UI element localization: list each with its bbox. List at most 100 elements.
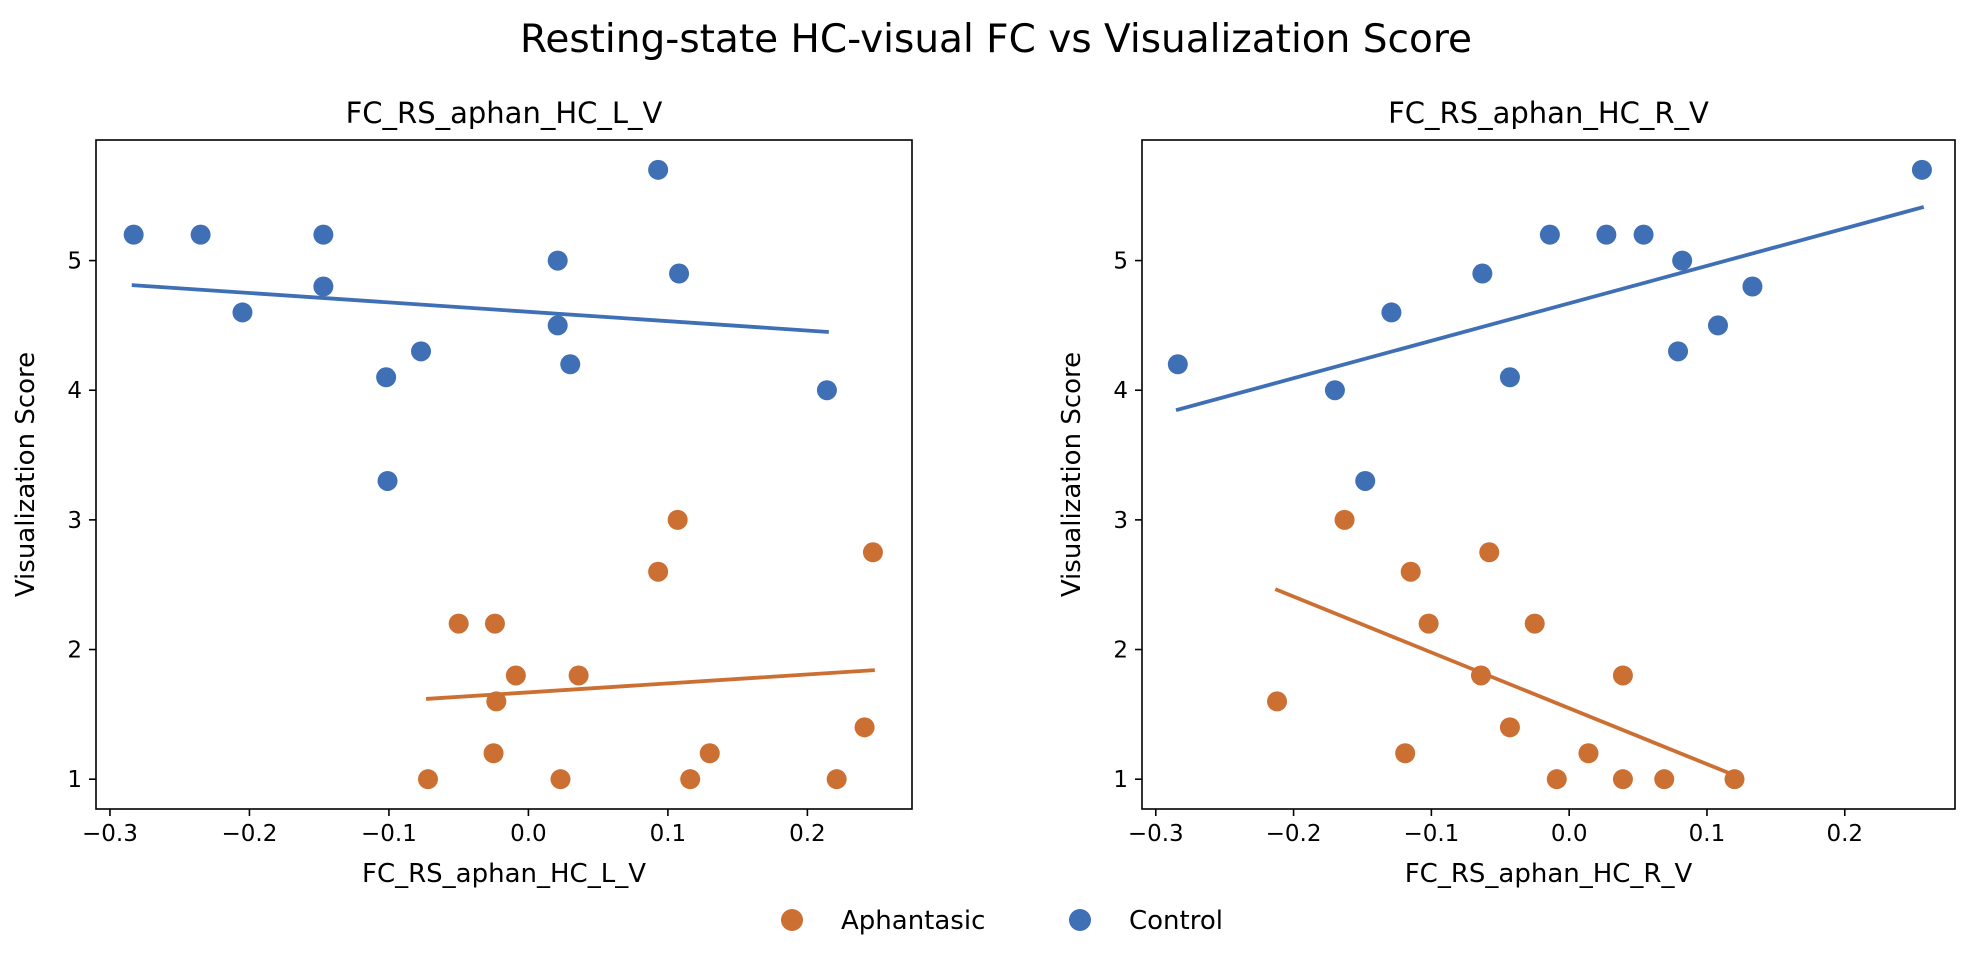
point-control-left bbox=[232, 302, 253, 323]
fit-line-aphantasic-right bbox=[1274, 587, 1737, 778]
y-tick-label-right: 4 bbox=[1113, 378, 1128, 404]
x-tick-label-right: −0.2 bbox=[1266, 821, 1322, 847]
legend-marker-control bbox=[1069, 909, 1091, 931]
point-aphantasic-right bbox=[1654, 769, 1675, 790]
x-axis-label-right: FC_RS_aphan_HC_R_V bbox=[1405, 859, 1693, 889]
point-control-left bbox=[547, 315, 568, 336]
point-aphantasic-right bbox=[1400, 561, 1421, 582]
point-control-left bbox=[547, 250, 568, 271]
x-tick-label-left: −0.1 bbox=[361, 821, 417, 847]
point-control-left bbox=[376, 367, 397, 388]
y-tick-label-left: 2 bbox=[67, 638, 82, 664]
point-control-left bbox=[411, 341, 432, 362]
point-aphantasic-right bbox=[1395, 743, 1416, 764]
point-aphantasic-left bbox=[448, 613, 469, 634]
point-control-right bbox=[1499, 367, 1520, 388]
point-control-left bbox=[123, 224, 144, 245]
point-aphantasic-left bbox=[862, 542, 883, 563]
legend-marker-aphantasic bbox=[781, 909, 803, 931]
point-aphantasic-right bbox=[1479, 542, 1500, 563]
point-control-right bbox=[1472, 263, 1493, 284]
y-tick-label-right: 2 bbox=[1113, 638, 1128, 664]
point-aphantasic-left bbox=[483, 743, 504, 764]
fit-line-control-left bbox=[131, 283, 829, 334]
point-aphantasic-right bbox=[1334, 509, 1355, 530]
point-control-right bbox=[1324, 380, 1345, 401]
point-control-left bbox=[560, 354, 581, 375]
point-control-left bbox=[313, 224, 334, 245]
legend-label-control: Control bbox=[1129, 906, 1223, 936]
y-tick-label-right: 5 bbox=[1113, 249, 1128, 275]
panel-title-right: FC_RS_aphan_HC_R_V bbox=[1388, 96, 1709, 130]
point-aphantasic-left bbox=[568, 665, 589, 686]
y-tick-label-left: 3 bbox=[67, 508, 82, 534]
point-aphantasic-left bbox=[680, 769, 701, 790]
point-aphantasic-right bbox=[1470, 665, 1491, 686]
point-aphantasic-right bbox=[1524, 613, 1545, 634]
point-aphantasic-left bbox=[505, 665, 526, 686]
x-tick-label-left: 0.0 bbox=[510, 821, 547, 847]
point-control-right bbox=[1742, 276, 1763, 297]
point-control-left bbox=[377, 470, 398, 491]
x-tick-label-left: −0.2 bbox=[222, 821, 278, 847]
point-aphantasic-right bbox=[1612, 665, 1633, 686]
point-aphantasic-right bbox=[1499, 717, 1520, 738]
x-tick-label-left: 0.1 bbox=[650, 821, 687, 847]
point-control-left bbox=[190, 224, 211, 245]
y-axis-label-left: Visualization Score bbox=[11, 352, 41, 597]
scatter-panel-right: FC_RS_aphan_HC_R_V −0.3 −0.2 −0.1 0.0 0.1 0.2 1… bbox=[1057, 96, 1956, 889]
legend: Aphantasic Control bbox=[781, 906, 1223, 936]
y-tick-label-right: 1 bbox=[1113, 767, 1128, 793]
panel-title-left: FC_RS_aphan_HC_L_V bbox=[346, 96, 663, 130]
point-control-right bbox=[1707, 315, 1728, 336]
point-aphantasic-right bbox=[1546, 769, 1567, 790]
x-tick-label-right: 0.2 bbox=[1826, 821, 1863, 847]
point-control-right bbox=[1672, 250, 1693, 271]
plot-frame-left bbox=[95, 139, 913, 810]
figure-title: Resting-state HC-visual FC vs Visualizat… bbox=[520, 17, 1472, 62]
point-aphantasic-right bbox=[1612, 769, 1633, 790]
x-tick-label-right: −0.3 bbox=[1128, 821, 1184, 847]
x-axis-label-left: FC_RS_aphan_HC_L_V bbox=[362, 859, 646, 889]
point-control-right bbox=[1381, 302, 1402, 323]
y-tick-label-left: 1 bbox=[67, 767, 82, 793]
point-aphantasic-right bbox=[1267, 691, 1288, 712]
point-aphantasic-left bbox=[550, 769, 571, 790]
point-aphantasic-right bbox=[1578, 743, 1599, 764]
point-aphantasic-left bbox=[826, 769, 847, 790]
point-control-right bbox=[1633, 224, 1654, 245]
point-aphantasic-left bbox=[486, 691, 507, 712]
point-control-right bbox=[1668, 341, 1689, 362]
point-control-right bbox=[1911, 159, 1932, 180]
x-tick-label-left: −0.3 bbox=[82, 821, 138, 847]
fit-line-control-right bbox=[1175, 205, 1925, 413]
x-tick-label-right: 0.0 bbox=[1551, 821, 1588, 847]
point-control-right bbox=[1355, 470, 1376, 491]
y-axis-label-right: Visualization Score bbox=[1057, 352, 1087, 597]
point-aphantasic-left bbox=[854, 717, 875, 738]
point-aphantasic-right bbox=[1418, 613, 1439, 634]
point-aphantasic-left bbox=[699, 743, 720, 764]
point-control-right bbox=[1167, 354, 1188, 375]
x-tick-label-left: 0.2 bbox=[789, 821, 826, 847]
y-tick-label-left: 4 bbox=[67, 378, 82, 404]
plot-frame-right bbox=[1141, 139, 1956, 810]
point-control-left bbox=[816, 380, 837, 401]
y-tick-label-right: 3 bbox=[1113, 508, 1128, 534]
point-control-left bbox=[669, 263, 690, 284]
y-tick-label-left: 5 bbox=[67, 249, 82, 275]
x-tick-label-right: 0.1 bbox=[1689, 821, 1726, 847]
point-aphantasic-right bbox=[1724, 769, 1745, 790]
point-control-left bbox=[648, 159, 669, 180]
point-aphantasic-left bbox=[484, 613, 505, 634]
point-control-left bbox=[313, 276, 334, 297]
legend-label-aphantasic: Aphantasic bbox=[841, 906, 985, 936]
point-aphantasic-left bbox=[417, 769, 438, 790]
x-tick-label-right: −0.1 bbox=[1403, 821, 1459, 847]
point-control-right bbox=[1539, 224, 1560, 245]
scatter-panel-left: FC_RS_aphan_HC_L_V −0.3 −0.2 −0.1 0.0 0.1 0.2 1… bbox=[11, 96, 913, 889]
point-control-right bbox=[1596, 224, 1617, 245]
point-aphantasic-left bbox=[667, 509, 688, 530]
point-aphantasic-left bbox=[648, 561, 669, 582]
